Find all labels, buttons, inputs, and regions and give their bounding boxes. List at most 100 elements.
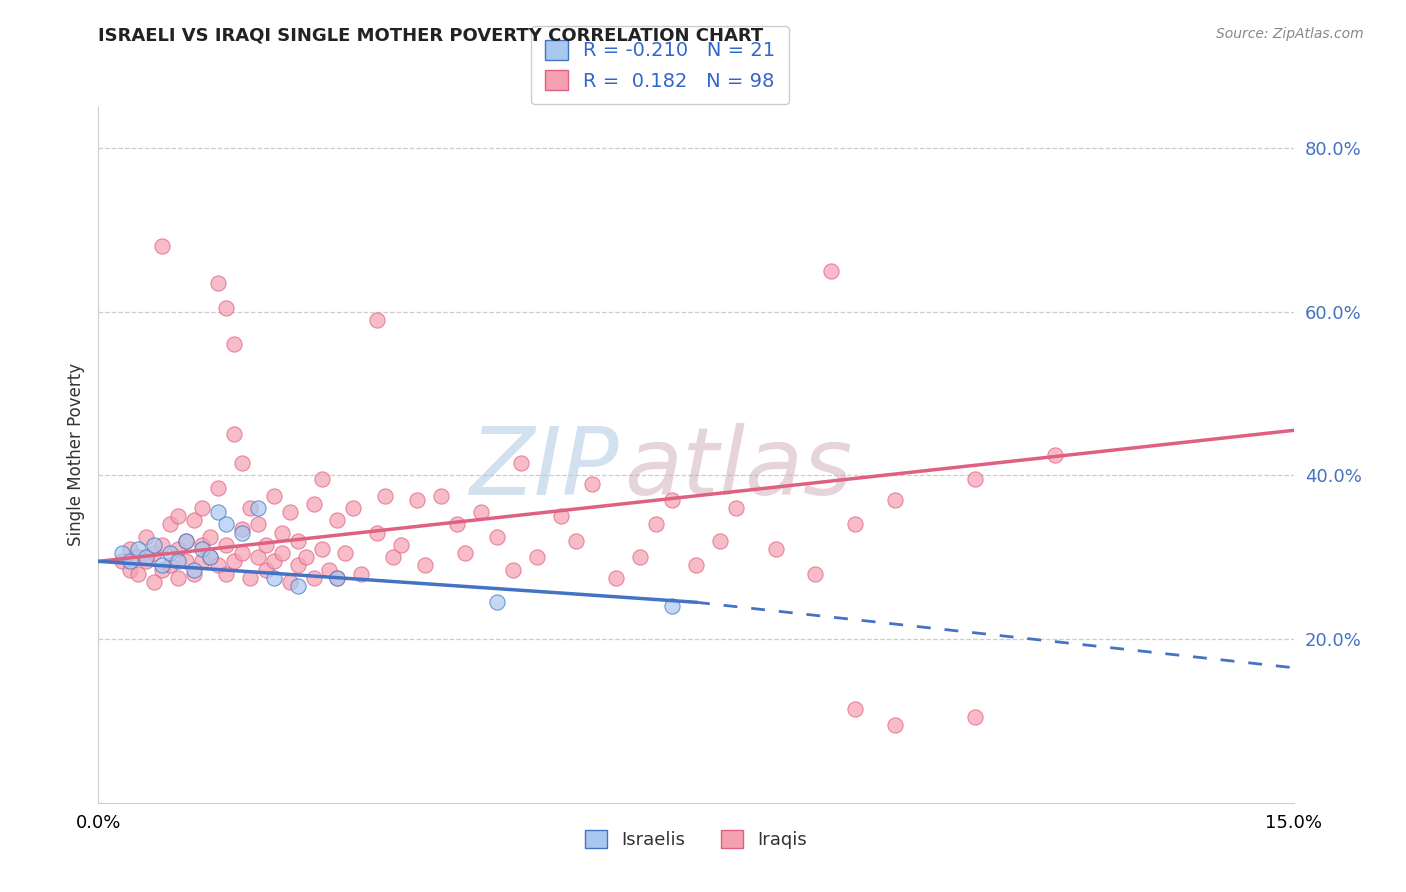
Point xyxy=(207,276,229,290)
Point xyxy=(287,533,309,548)
Point xyxy=(326,571,349,585)
Point xyxy=(318,562,340,576)
Point xyxy=(143,546,166,560)
Point xyxy=(231,525,253,540)
Point xyxy=(207,558,229,573)
Point xyxy=(174,554,197,568)
Point xyxy=(159,546,181,560)
Point xyxy=(804,566,827,581)
Point xyxy=(685,558,707,573)
Point xyxy=(844,517,866,532)
Point xyxy=(605,571,627,585)
Point xyxy=(150,538,173,552)
Point xyxy=(645,517,668,532)
Point xyxy=(446,517,468,532)
Point xyxy=(167,554,190,568)
Point xyxy=(239,501,262,516)
Point xyxy=(150,562,173,576)
Point xyxy=(135,554,157,568)
Point xyxy=(382,550,405,565)
Point xyxy=(254,562,277,576)
Point xyxy=(183,513,205,527)
Point xyxy=(311,542,333,557)
Text: ZIP: ZIP xyxy=(468,424,619,515)
Point xyxy=(167,571,190,585)
Point xyxy=(287,579,309,593)
Point xyxy=(207,481,229,495)
Point xyxy=(430,489,453,503)
Point xyxy=(709,533,731,548)
Point xyxy=(246,501,269,516)
Point xyxy=(342,501,364,516)
Point xyxy=(215,566,238,581)
Point xyxy=(111,546,134,560)
Point xyxy=(374,489,396,503)
Point xyxy=(485,595,508,609)
Legend: Israelis, Iraqis: Israelis, Iraqis xyxy=(578,822,814,856)
Point xyxy=(1043,448,1066,462)
Point xyxy=(159,558,181,573)
Point xyxy=(231,522,253,536)
Point xyxy=(207,505,229,519)
Point xyxy=(150,558,173,573)
Point xyxy=(509,456,531,470)
Point xyxy=(278,574,301,589)
Point xyxy=(502,562,524,576)
Point xyxy=(246,550,269,565)
Point xyxy=(470,505,492,519)
Point xyxy=(143,538,166,552)
Point xyxy=(231,546,253,560)
Point xyxy=(191,501,214,516)
Point xyxy=(127,566,149,581)
Point xyxy=(215,301,238,315)
Point xyxy=(366,525,388,540)
Point xyxy=(311,473,333,487)
Point xyxy=(844,701,866,715)
Point xyxy=(215,517,238,532)
Point xyxy=(231,456,253,470)
Point xyxy=(270,546,292,560)
Point xyxy=(628,550,651,565)
Point xyxy=(765,542,787,557)
Point xyxy=(963,710,986,724)
Point xyxy=(215,538,238,552)
Point xyxy=(135,550,157,565)
Point xyxy=(135,530,157,544)
Point xyxy=(120,562,142,576)
Point xyxy=(454,546,477,560)
Y-axis label: Single Mother Poverty: Single Mother Poverty xyxy=(66,363,84,547)
Point xyxy=(302,571,325,585)
Point xyxy=(884,492,907,507)
Point xyxy=(820,264,842,278)
Point xyxy=(159,517,181,532)
Point xyxy=(174,533,197,548)
Point xyxy=(278,505,301,519)
Point xyxy=(246,517,269,532)
Point xyxy=(167,509,190,524)
Text: ISRAELI VS IRAQI SINGLE MOTHER POVERTY CORRELATION CHART: ISRAELI VS IRAQI SINGLE MOTHER POVERTY C… xyxy=(98,27,763,45)
Point xyxy=(222,427,245,442)
Point xyxy=(884,718,907,732)
Point xyxy=(191,554,214,568)
Point xyxy=(111,554,134,568)
Point xyxy=(183,566,205,581)
Point xyxy=(198,550,221,565)
Point xyxy=(174,533,197,548)
Point xyxy=(724,501,747,516)
Point xyxy=(120,554,142,568)
Point xyxy=(661,599,683,614)
Point xyxy=(366,313,388,327)
Point xyxy=(389,538,412,552)
Point xyxy=(127,550,149,565)
Point xyxy=(222,554,245,568)
Point xyxy=(191,542,214,557)
Point xyxy=(565,533,588,548)
Point xyxy=(326,571,349,585)
Point xyxy=(485,530,508,544)
Point xyxy=(294,550,316,565)
Point xyxy=(581,476,603,491)
Point xyxy=(150,239,173,253)
Point xyxy=(335,546,357,560)
Point xyxy=(191,538,214,552)
Point xyxy=(526,550,548,565)
